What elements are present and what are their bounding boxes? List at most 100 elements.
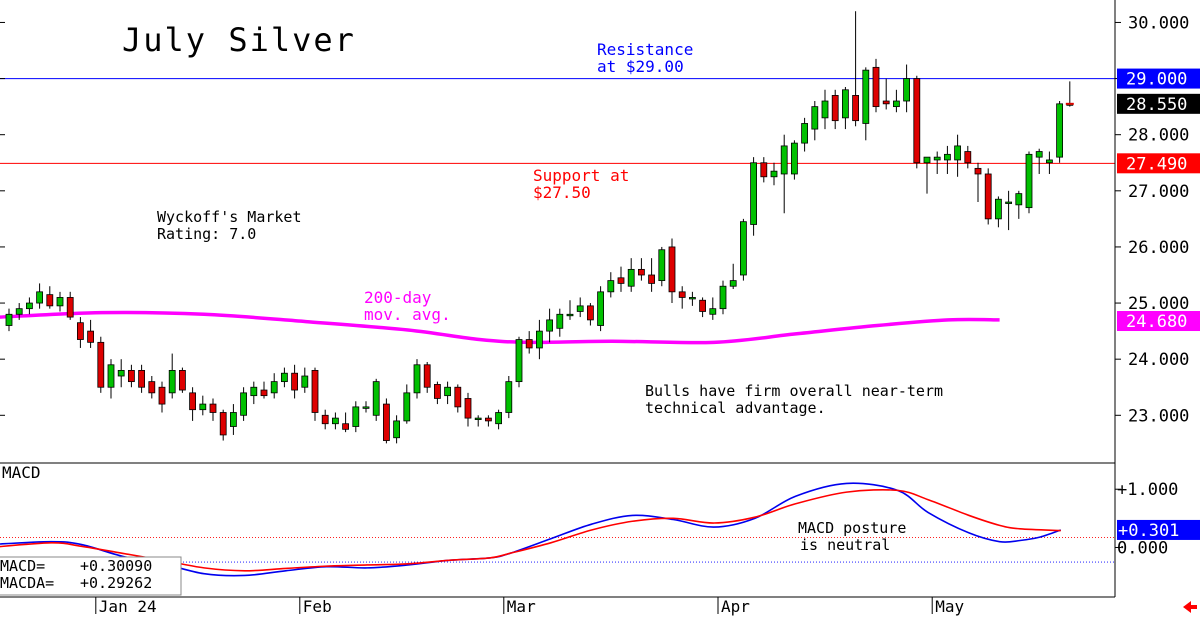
svg-text:MACD= +0.30090: MACD= +0.30090 <box>0 557 152 575</box>
candle-body <box>229 412 237 427</box>
macd-tick-label: 0.000 <box>1117 538 1168 558</box>
resistance-label: Resistance at $29.00 <box>597 40 703 76</box>
candle-body <box>1035 151 1043 158</box>
candle-body <box>852 95 859 122</box>
candle-body <box>995 198 1002 220</box>
candle-body <box>291 372 299 391</box>
macd-title: MACD <box>2 463 41 482</box>
candle-body <box>862 69 870 124</box>
candle-body <box>780 145 788 175</box>
candle-body <box>587 305 594 321</box>
candle-body <box>127 369 135 383</box>
price-tick-label: 24.000 <box>1128 350 1189 370</box>
candle-body <box>709 308 717 315</box>
candle-body <box>576 305 584 312</box>
candle-body <box>362 406 370 409</box>
candle-body <box>148 381 156 394</box>
macd-readout-value: +0.30090 <box>80 557 152 575</box>
candle-body <box>791 142 798 175</box>
candle-body <box>627 268 635 287</box>
candle-body <box>138 369 146 388</box>
candle-body <box>617 277 625 284</box>
candle-body <box>15 308 23 315</box>
scroll-left-arrow-icon[interactable] <box>1183 601 1197 613</box>
candle-body <box>403 392 411 422</box>
resistance-box <box>1117 68 1200 89</box>
price-tick-label: 28.000 <box>1128 126 1189 146</box>
price-tick-label: 25.000 <box>1128 294 1189 314</box>
candle-body <box>413 364 421 394</box>
macd-readout-box: MACD= +0.30090 MACDA= +0.29262 <box>0 556 182 596</box>
macda-readout-label: MACDA= <box>0 574 54 592</box>
ma200-label: 200-day mov. avg. <box>364 288 451 324</box>
candle-body <box>342 423 350 430</box>
candle-body <box>199 403 207 411</box>
macda-line <box>0 488 1061 572</box>
candle-body <box>321 414 329 425</box>
candle-body <box>770 170 778 178</box>
candle-body <box>352 406 360 427</box>
candle-body <box>689 297 696 300</box>
candle-body <box>668 246 676 293</box>
candle-body <box>46 294 54 307</box>
macd-last-value: +0.301 <box>1118 521 1179 541</box>
candle-body <box>311 369 319 413</box>
support-label: Support at $27.50 <box>533 166 639 202</box>
candle-body <box>260 389 268 397</box>
resistance-value: 29.000 <box>1126 70 1187 90</box>
candle-body <box>944 153 951 161</box>
candle-body <box>719 285 727 310</box>
ma200-box <box>1117 311 1200 332</box>
candle-body <box>546 319 553 332</box>
candle-body <box>107 364 115 388</box>
candle-body <box>331 417 339 425</box>
candle-body <box>270 381 278 394</box>
candle-body <box>505 381 513 413</box>
svg-text:MACDA= +0.29262: MACDA= +0.29262 <box>0 574 152 592</box>
last-price-value: 28.550 <box>1126 95 1187 115</box>
last-price-box <box>1117 93 1200 114</box>
month-label: May <box>935 597 964 616</box>
candle-body <box>831 95 839 122</box>
candle-body <box>882 100 890 105</box>
candle-body <box>168 369 176 394</box>
candle-body <box>382 403 390 441</box>
candle-body <box>209 403 217 413</box>
candle-body <box>301 375 309 388</box>
price-tick-label: 27.000 <box>1128 182 1189 202</box>
candle-body <box>484 417 492 422</box>
candle-body <box>117 369 125 377</box>
candle-body <box>423 364 431 388</box>
macd-last-box <box>1117 519 1200 540</box>
candle-body <box>1025 153 1033 209</box>
candle-body <box>913 78 921 164</box>
candle-body <box>556 313 564 329</box>
candle-body <box>933 156 941 161</box>
candle-body <box>280 372 288 383</box>
month-label: Mar <box>507 597 536 616</box>
candle-body <box>893 100 900 108</box>
candle-body <box>36 291 43 304</box>
candle-body <box>56 297 64 307</box>
candle-body <box>760 162 768 178</box>
rating-label: Wyckoff's Market Rating: 7.0 <box>157 208 311 243</box>
month-label: Apr <box>721 597 750 616</box>
candle-body <box>536 330 543 349</box>
candle-body <box>393 420 401 439</box>
macda-readout-value: +0.29262 <box>80 574 152 592</box>
candle-body <box>77 322 84 340</box>
candle-body <box>189 392 197 411</box>
candle-body <box>750 162 757 225</box>
candle-body <box>1015 193 1023 206</box>
candle-body <box>433 384 441 399</box>
candle-body <box>964 151 972 164</box>
candle-body <box>1005 201 1012 204</box>
price-tick-label: 26.000 <box>1128 238 1189 258</box>
candle-body <box>5 313 13 326</box>
candle-body <box>158 386 166 405</box>
candle-body <box>842 89 849 119</box>
candle-body <box>974 167 982 175</box>
candle-body <box>740 221 747 276</box>
candle-body <box>821 100 829 119</box>
